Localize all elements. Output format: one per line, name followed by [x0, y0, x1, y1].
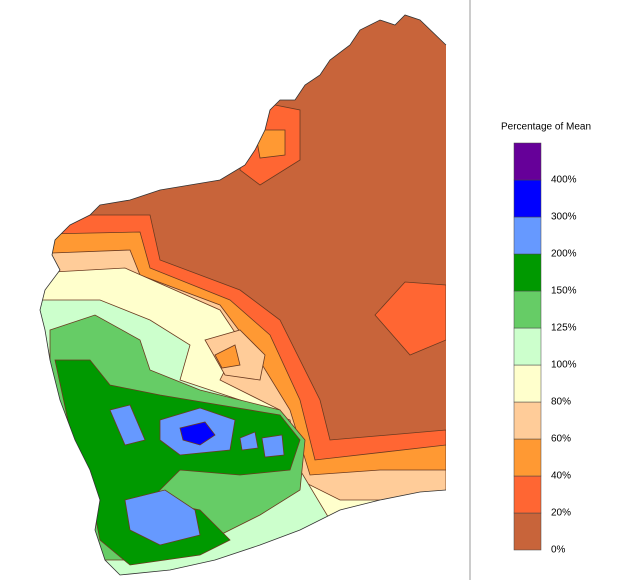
legend-label: 40% — [551, 471, 571, 482]
legend-swatch — [513, 512, 542, 551]
legend-label: 60% — [551, 434, 571, 445]
legend-label: 200% — [551, 249, 577, 260]
legend: Percentage of Mean 0% 20% 40% 60% 80% 100% 125… — [501, 122, 591, 556]
legend-label: 125% — [551, 323, 577, 334]
legend-swatch — [513, 216, 542, 255]
legend-label: 100% — [551, 360, 577, 371]
legend-swatch — [513, 438, 542, 477]
legend-swatch — [513, 364, 542, 403]
legend-swatch — [513, 253, 542, 292]
legend-swatch — [513, 179, 542, 218]
legend-swatch — [513, 475, 542, 514]
coastline — [39, 14, 447, 576]
legend-swatch — [513, 327, 542, 366]
legend-label: 0% — [551, 545, 566, 556]
legend-label: 300% — [551, 212, 577, 223]
legend-label: 80% — [551, 397, 571, 408]
rainfall-map — [40, 15, 446, 575]
legend-label: 400% — [551, 175, 577, 186]
legend-title: Percentage of Mean — [501, 122, 591, 133]
legend-label: 20% — [551, 508, 571, 519]
legend-label: 150% — [551, 286, 577, 297]
legend-swatch — [513, 142, 542, 181]
legend-swatch — [513, 401, 542, 440]
legend-swatch — [513, 290, 542, 329]
